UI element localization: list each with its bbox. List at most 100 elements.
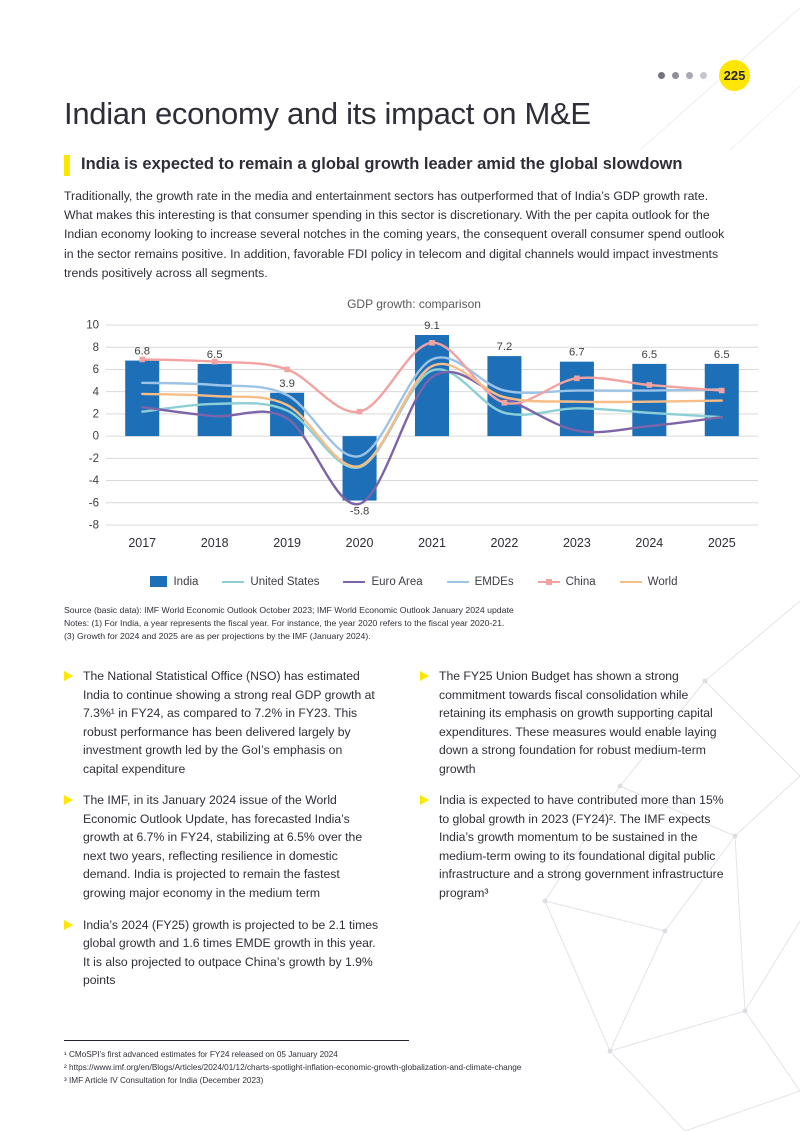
- line-emdes: [141, 356, 723, 458]
- section-heading: India is expected to remain a global gro…: [64, 154, 736, 176]
- svg-text:-4: -4: [89, 475, 100, 487]
- svg-text:2020: 2020: [346, 536, 374, 550]
- bars-india: [125, 334, 739, 501]
- line-marker-icon: [211, 358, 218, 365]
- bullet-text: The IMF, in its January 2024 issue of th…: [83, 793, 363, 901]
- legend-label: China: [565, 575, 596, 588]
- legend-label: Euro Area: [371, 575, 423, 588]
- bullet-item: The IMF, in its January 2024 issue of th…: [64, 791, 380, 902]
- pagination-dot-icon: [686, 72, 693, 79]
- svg-text:4: 4: [93, 386, 100, 398]
- svg-text:6: 6: [93, 364, 99, 376]
- line-marker-icon: [501, 399, 508, 406]
- legend-label: India: [173, 575, 199, 588]
- x-axis-labels: 2017 2018 2019 2020 2021 2022 2023 2024 2025: [128, 536, 735, 550]
- footnote-divider: [64, 1040, 409, 1041]
- pagination-dot-icon: [672, 72, 679, 79]
- arrow-bullet-icon: [64, 919, 73, 930]
- line-marker-icon: [574, 375, 580, 381]
- line-euro-area: [141, 370, 723, 505]
- bullet-text: India is expected to have contributed mo…: [439, 793, 724, 901]
- svg-text:6.7: 6.7: [569, 347, 585, 359]
- intro-paragraph: Traditionally, the growth rate in the me…: [64, 189, 725, 280]
- bullet-column-left: The National Statistical Office (NSO) ha…: [64, 667, 380, 1003]
- bullet-text: The FY25 Union Budget has shown a strong…: [439, 669, 717, 776]
- pagination-dot-icon: [700, 72, 707, 79]
- svg-text:-5.8: -5.8: [350, 505, 369, 517]
- svg-text:10: 10: [86, 319, 99, 331]
- section-heading-text: India is expected to remain a global gro…: [81, 155, 683, 173]
- svg-text:2: 2: [93, 408, 99, 420]
- line-swatch-icon: [619, 577, 642, 587]
- svg-text:-8: -8: [89, 519, 99, 531]
- legend-label: World: [647, 575, 678, 588]
- gdp-chart: GDP growth: comparison 10 8 6 4 2 0 -2 -4 -6 -8 6.…: [64, 297, 764, 588]
- line-marker-icon: [718, 387, 725, 394]
- bar-2018: [197, 363, 232, 436]
- svg-text:3.9: 3.9: [279, 378, 295, 390]
- decorative-mesh-bottom-right: [542, 600, 800, 1131]
- bar-swatch-icon: [150, 576, 168, 588]
- line-marker-icon: [284, 366, 290, 373]
- bar-2023: [559, 361, 594, 436]
- page-number-badge: 225: [719, 60, 750, 91]
- svg-text:2022: 2022: [491, 536, 519, 550]
- legend-item-united-states: United States: [222, 576, 319, 588]
- chart-legend: India United States Euro Area EMDEs China Wor…: [64, 576, 764, 588]
- line-swatch-icon: [343, 577, 366, 587]
- svg-text:2023: 2023: [563, 536, 591, 550]
- svg-text:2017: 2017: [128, 536, 156, 550]
- bullet-item: India’s 2024 (FY25) growth is projected …: [64, 916, 380, 990]
- line-marker-icon: [429, 339, 435, 346]
- legend-item-emdes: EMDEs: [446, 576, 514, 588]
- legend-item-world: World: [619, 575, 678, 588]
- svg-text:7.2: 7.2: [497, 341, 513, 353]
- svg-text:6.5: 6.5: [714, 349, 730, 361]
- source-note: (3) Growth for 2024 and 2025 are as per …: [64, 630, 371, 641]
- svg-text:-2: -2: [89, 453, 99, 465]
- bullet-text: The National Statistical Office (NSO) ha…: [83, 669, 375, 776]
- footnote: ¹ CMoSPI’s first advanced estimates for …: [64, 1050, 338, 1059]
- source-note: Source (basic data): IMF World Economic …: [64, 604, 514, 615]
- svg-text:-6: -6: [89, 497, 99, 509]
- bullet-item: The National Statistical Office (NSO) ha…: [64, 667, 380, 778]
- svg-text:0: 0: [93, 431, 99, 443]
- footnote: ² https://www.imf.org/en/Blogs/Articles/…: [64, 1063, 522, 1073]
- bar-data-labels: 6.8 6.5 3.9 -5.8 9.1 7.2 6.7 6.5 6.5: [134, 320, 729, 518]
- bullet-item: India is expected to have contributed mo…: [420, 791, 736, 902]
- bar-2021: [414, 334, 450, 436]
- svg-text:6.8: 6.8: [134, 345, 150, 357]
- page-title: Indian economy and its impact on M&E: [64, 96, 591, 131]
- bullet-columns: The National Statistical Office (NSO) ha…: [64, 667, 736, 1003]
- line-marker-icon: [139, 356, 146, 363]
- legend-label: United States: [250, 575, 320, 588]
- line-world: [141, 362, 723, 468]
- legend-item-china: China: [537, 575, 596, 588]
- svg-text:2019: 2019: [273, 536, 301, 550]
- svg-text:6.5: 6.5: [641, 349, 657, 361]
- legend-item-euro-area: Euro Area: [343, 575, 423, 588]
- svg-text:6.5: 6.5: [207, 349, 223, 361]
- arrow-bullet-icon: [420, 671, 429, 681]
- svg-text:2025: 2025: [708, 536, 736, 550]
- svg-text:9.1: 9.1: [424, 320, 440, 332]
- bullet-item: The FY25 Union Budget has shown a strong…: [420, 667, 736, 778]
- chart-title: GDP growth: comparison: [347, 296, 481, 311]
- footnote: ³ IMF Article IV Consultation for India …: [64, 1076, 264, 1086]
- source-notes: Source (basic data): IMF World Economic …: [64, 604, 736, 643]
- bullet-text: India’s 2024 (FY25) growth is projected …: [83, 917, 379, 988]
- pagination: 225: [658, 60, 750, 91]
- line-swatch-icon: [446, 577, 469, 587]
- line-swatch-icon: [222, 577, 245, 587]
- bar-2017: [125, 360, 160, 436]
- source-note: Notes: (1) For India, a year represents …: [64, 617, 505, 628]
- svg-text:2018: 2018: [201, 536, 229, 550]
- line-swatch-icon: [537, 577, 560, 587]
- footnotes: ¹ CMoSPI’s first advanced estimates for …: [64, 1040, 736, 1087]
- svg-text:2021: 2021: [418, 536, 446, 550]
- arrow-bullet-icon: [64, 671, 73, 681]
- arrow-bullet-icon: [64, 795, 73, 806]
- svg-text:8: 8: [93, 342, 99, 354]
- accent-bar: [64, 155, 70, 176]
